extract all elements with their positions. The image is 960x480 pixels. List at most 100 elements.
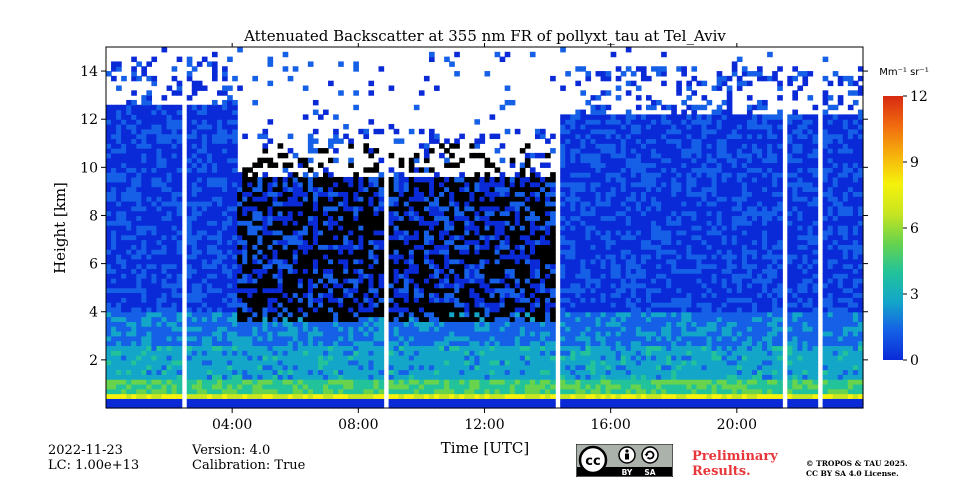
heatmap-cell [479, 253, 486, 260]
heatmap-cell [232, 258, 238, 265]
heatmap-cell [323, 374, 329, 380]
heatmap-cell [267, 220, 274, 226]
heatmap-cell [272, 268, 279, 274]
heatmap-cell [479, 355, 486, 361]
heatmap-cell [524, 306, 531, 313]
heatmap-cell [545, 340, 551, 347]
heatmap-cell [166, 244, 173, 250]
heatmap-cell [176, 196, 183, 202]
heatmap-cell [378, 196, 385, 202]
heatmap-cell [227, 379, 233, 385]
heatmap-cell [217, 263, 223, 270]
heatmap-cell [348, 244, 354, 250]
heatmap-cell [348, 186, 354, 192]
heatmap-cell [363, 273, 370, 279]
heatmap-cell [136, 340, 142, 347]
heatmap-cell [252, 330, 258, 337]
heatmap-cell [237, 191, 243, 197]
heatmap-cell [343, 335, 349, 342]
heatmap-cell [464, 369, 470, 375]
heatmap-cell [247, 364, 253, 371]
heatmap-cell [227, 225, 233, 231]
heatmap-cell [242, 133, 248, 140]
heatmap-cell [302, 321, 309, 327]
heatmap-cell [252, 220, 258, 226]
heatmap-cell [454, 176, 460, 183]
heatmap-cell [353, 201, 359, 207]
heatmap-cell [499, 249, 506, 255]
heatmap-cell [439, 388, 445, 395]
heatmap-cell [302, 350, 309, 356]
heatmap-cell [449, 181, 455, 188]
heatmap-cell [434, 302, 440, 308]
heatmap-cell [504, 239, 511, 245]
heatmap-cell [307, 369, 314, 375]
heatmap-cell [211, 186, 218, 192]
heatmap-cell [353, 278, 359, 284]
heatmap-cell [489, 321, 496, 327]
heatmap-cell [393, 172, 400, 178]
heatmap-cell [550, 205, 556, 212]
heatmap-cell [550, 278, 556, 284]
heatmap-cell [484, 278, 491, 284]
heatmap-cell [151, 56, 158, 63]
heatmap-cell [237, 186, 243, 192]
heatmap-cell [191, 292, 198, 298]
heatmap-cell [449, 244, 455, 250]
heatmap-cell [519, 191, 526, 197]
heatmap-cell [111, 383, 117, 390]
heatmap-cell [136, 124, 142, 130]
heatmap-cell [449, 201, 455, 207]
heatmap-cell [388, 176, 395, 183]
heatmap-cell [116, 201, 122, 207]
heatmap-cell [524, 162, 531, 168]
heatmap-cell [277, 330, 284, 337]
heatmap-cell [297, 191, 304, 197]
heatmap-cell [373, 359, 380, 366]
heatmap-cell [317, 273, 324, 279]
heatmap-cell [131, 340, 137, 347]
heatmap-cell [267, 326, 274, 332]
heatmap-cell [267, 302, 274, 308]
heatmap-cell [257, 253, 264, 260]
heatmap-cell [444, 278, 450, 284]
heatmap-cell [317, 148, 324, 154]
heatmap-cell [449, 258, 455, 265]
heatmap-cell [423, 330, 430, 337]
heatmap-cell [378, 244, 385, 250]
heatmap-cell [454, 205, 460, 212]
heatmap-cell [565, 114, 571, 120]
heatmap-cell [323, 148, 329, 154]
heatmap-cell [302, 311, 309, 318]
heatmap-cell [176, 369, 183, 375]
heatmap-cell [161, 388, 168, 395]
heatmap-cell [529, 335, 536, 342]
heatmap-cell [519, 181, 526, 188]
heatmap-cell [252, 181, 258, 188]
heatmap-cell [484, 225, 491, 231]
heatmap-cell [312, 148, 319, 154]
heatmap-cell [459, 210, 465, 217]
heatmap-cell [232, 398, 238, 404]
heatmap-cell [378, 326, 385, 332]
heatmap-cell [428, 350, 435, 356]
heatmap-cell [353, 205, 359, 212]
heatmap-cell [211, 273, 218, 279]
heatmap-cell [444, 229, 450, 236]
heatmap-cell [161, 181, 168, 188]
heatmap-cell [333, 234, 339, 241]
heatmap-cell [237, 210, 243, 217]
heatmap-cell [171, 311, 178, 318]
heatmap-cell [176, 109, 183, 115]
heatmap-cell [186, 273, 193, 279]
heatmap-cell [534, 234, 541, 241]
heatmap-cell [348, 383, 354, 390]
heatmap-cell [206, 234, 213, 241]
heatmap-cell [524, 215, 531, 221]
heatmap-cell [227, 335, 233, 342]
heatmap-cell [550, 75, 556, 82]
heatmap-cell [307, 383, 314, 390]
heatmap-cell [176, 306, 183, 313]
heatmap-cell [161, 369, 168, 375]
heatmap-cell [121, 326, 127, 332]
